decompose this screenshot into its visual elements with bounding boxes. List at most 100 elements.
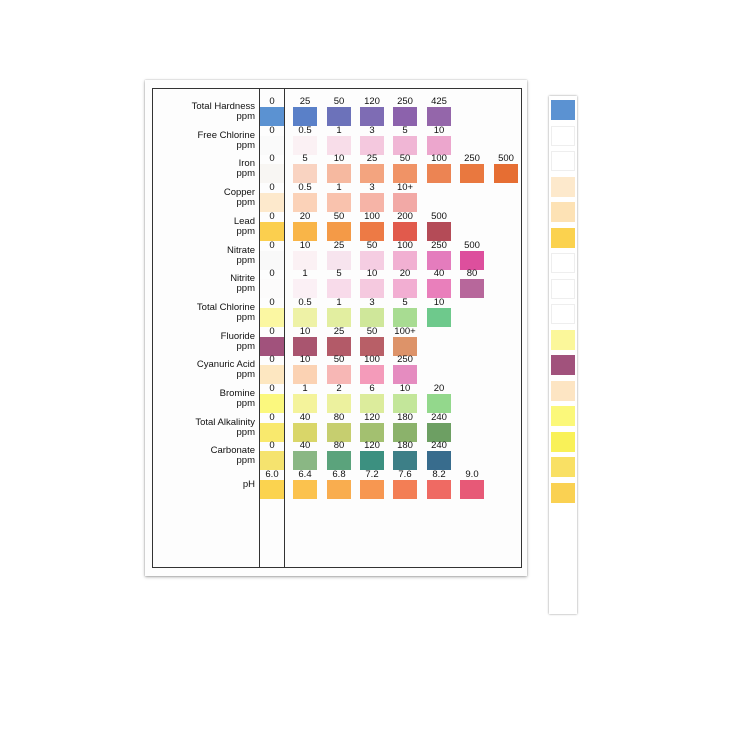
color-swatch [260,250,284,270]
color-cell: 10 [327,154,351,184]
row-label: Nitrite ppm [152,274,255,294]
color-swatch [427,451,451,471]
row-label-name: Bromine [219,388,255,399]
color-cell: 1 [327,183,351,213]
cell-value: 0.5 [298,296,312,308]
cell-value: 100 [364,210,380,222]
strip-pad [551,253,575,273]
color-swatch [327,107,351,126]
color-swatch [293,221,317,241]
color-swatch [260,164,284,184]
cell-value: 8.2 [432,469,446,481]
color-cell: 0 [260,441,284,471]
color-cell: 240 [427,412,451,442]
row-label-name: Total Alkalinity [195,416,255,428]
color-swatch [360,279,384,299]
color-cell: 10 [427,125,451,155]
color-cell: 0 [260,183,284,213]
color-swatch [393,422,417,442]
cell-value: 5 [402,296,408,308]
cell-value: 3 [369,296,375,308]
color-swatch [427,221,451,241]
strip-pad [551,431,575,452]
color-swatch [360,107,384,126]
cell-value: 0 [269,153,275,165]
color-cell: 500 [427,211,451,241]
color-swatch [293,336,317,356]
color-swatch [293,279,317,299]
color-cell: 0 [260,355,284,385]
color-swatch [393,394,417,413]
row-label: Lead ppm [152,216,255,237]
cell-value: 25 [333,325,345,337]
strip-pad [551,380,575,401]
color-cell: 0 [260,297,284,327]
cell-value: 6.8 [332,469,346,481]
cell-value: 240 [431,440,447,452]
color-swatch [393,221,417,241]
test-row: pH 6.0 6.4 6.8 7.2 7.6 8.2 9.0 [0,469,750,500]
test-row: Total Alkalinity ppm 0 40 80 120 180 240 [0,411,750,442]
color-swatch [393,279,417,299]
color-swatch [393,135,417,155]
row-label-name: Free Chlorine [197,129,255,141]
color-cell: 100 [427,154,451,184]
cell-value: 10 [433,124,445,136]
color-swatch [393,480,417,500]
row-label: Free Chlorine ppm [152,129,255,151]
color-cell: 100+ [393,326,417,356]
color-cell: 0 [260,211,284,241]
row-label-unit: ppm [236,168,255,180]
cell-value: 250 [397,354,413,366]
color-swatch [260,307,284,327]
cell-value: 0 [269,268,275,280]
color-swatch [327,480,351,500]
color-cell: 1 [327,125,351,155]
cell-value: 100+ [394,325,416,337]
color-cell: 10 [293,240,317,270]
color-cell: 5 [293,154,317,184]
cell-value: 40 [433,268,445,280]
color-swatch [293,451,317,471]
row-label-name: Total Hardness [191,101,255,112]
color-cell: 1 [327,297,351,327]
cell-value: 50 [333,96,345,107]
color-cell: 50 [327,211,351,241]
cell-value: 25 [366,153,378,165]
cell-value: 0 [269,440,275,452]
test-row: Cyanuric Acid ppm 0 10 50 100 250 [0,354,750,385]
cell-value: 425 [431,96,447,107]
color-cell: 1 [293,384,317,413]
cell-value: 20 [299,210,311,222]
color-swatch [427,307,451,327]
color-swatch [393,193,417,213]
row-label-unit: ppm [236,197,255,209]
test-row: Bromine ppm 0 1 2 6 10 20 [0,384,750,413]
strip-pad [551,457,575,477]
row-label: Iron ppm [152,159,255,179]
strip-pad [551,406,575,426]
color-cell: 120 [360,412,384,442]
color-cell: 80 [460,269,484,299]
color-swatch [293,164,317,184]
row-label-name: Carbonate [210,445,255,457]
color-swatch [327,221,351,241]
cell-value: 0 [269,239,275,251]
color-swatch [360,336,384,356]
cell-value: 120 [364,96,380,107]
color-swatch [327,336,351,356]
cell-value: 0 [269,325,275,337]
color-swatch [494,164,518,184]
cell-value: 20 [399,268,411,280]
color-swatch [260,135,284,155]
color-cell: 20 [393,269,417,299]
cell-value: 180 [397,411,413,423]
test-row: Copper ppm 0 0.5 1 3 10+ [0,183,750,213]
cell-value: 500 [464,239,480,251]
color-cell: 1 [293,269,317,299]
row-label-name: Nitrite [230,273,255,285]
color-cell: 80 [327,412,351,442]
color-cell: 5 [393,125,417,155]
row-label: Total Alkalinity ppm [152,416,255,438]
color-cell: 0 [260,97,284,126]
